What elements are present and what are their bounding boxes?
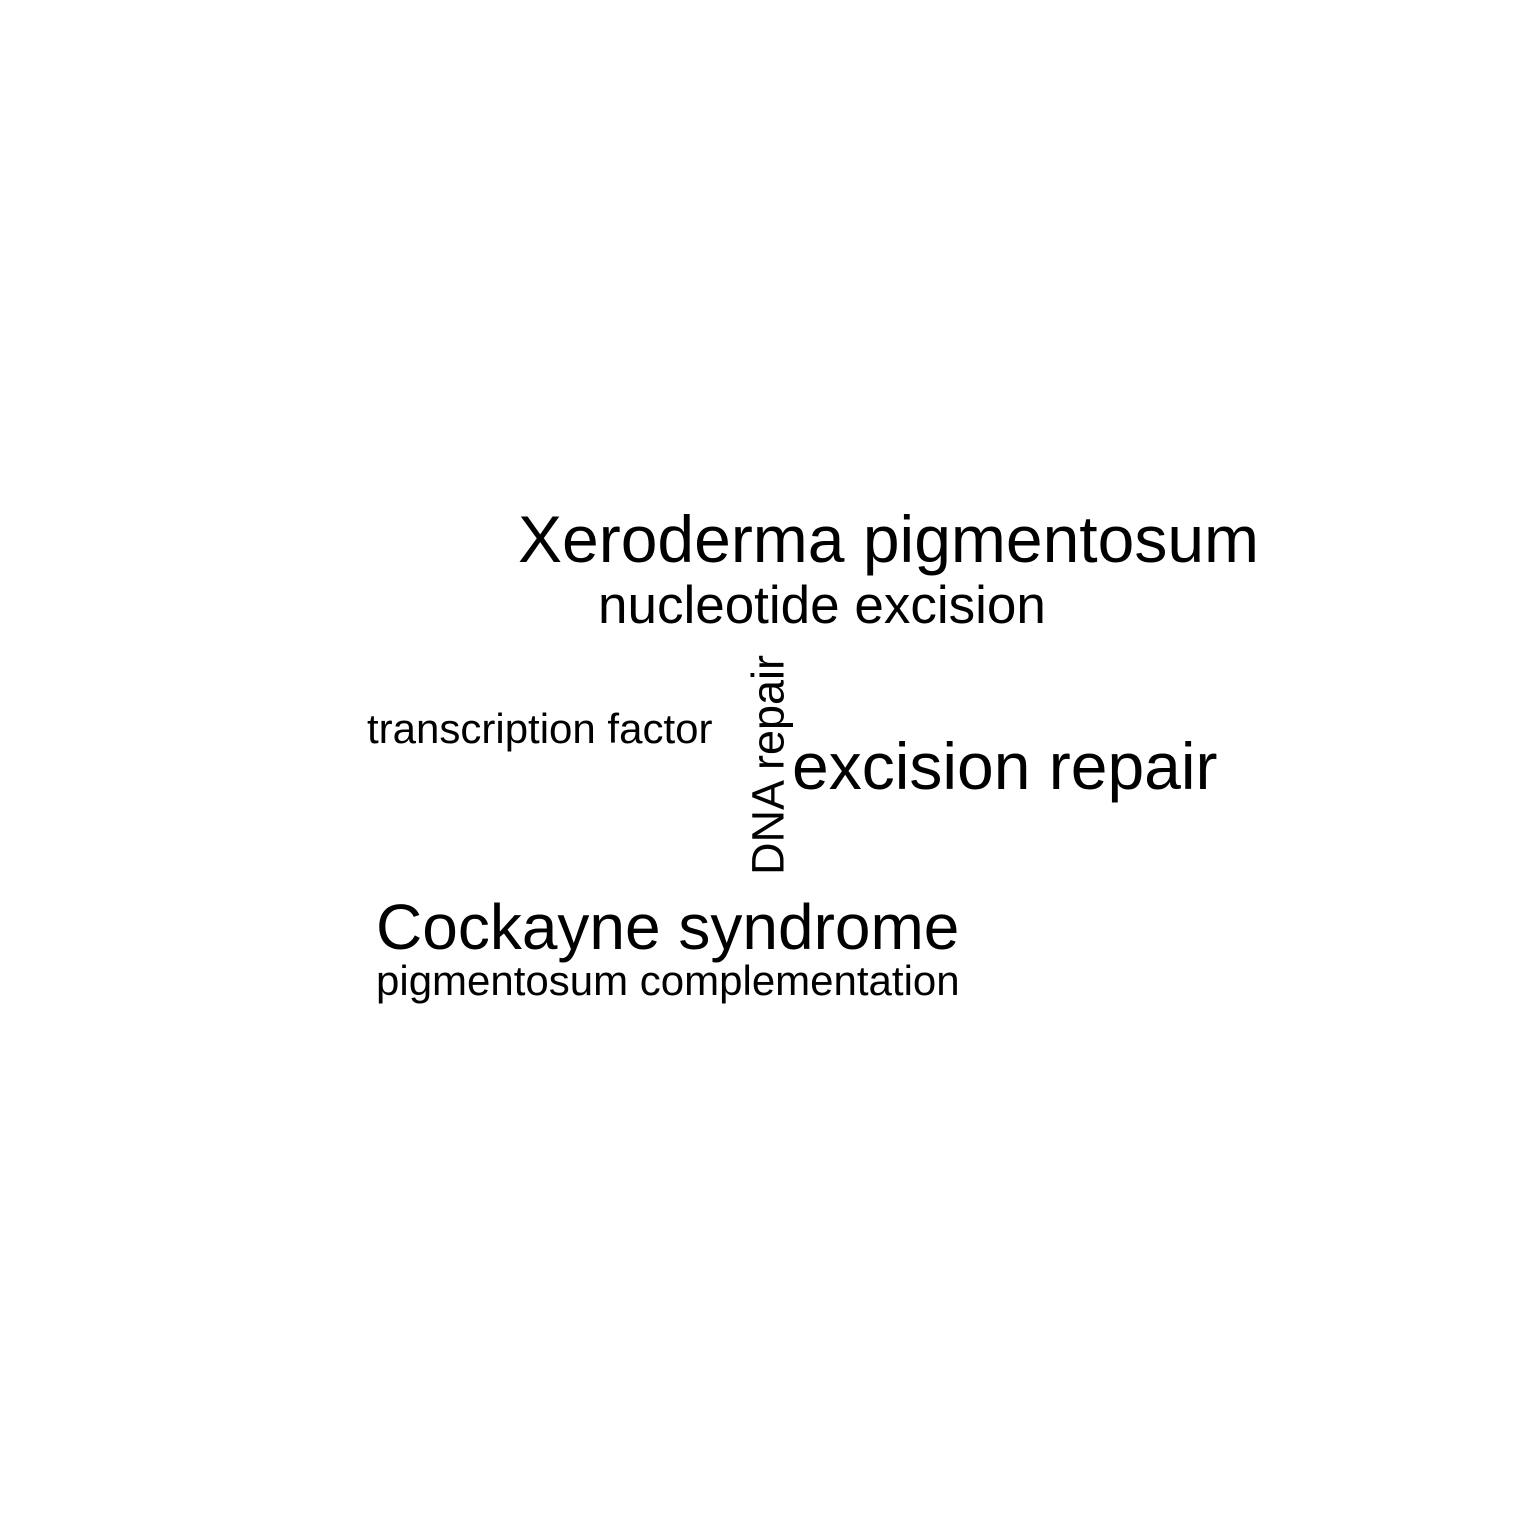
word-cockayne-syndrome: Cockayne syndrome — [376, 891, 960, 963]
word-pigmentosum-complementation: pigmentosum complementation — [376, 957, 960, 1004]
word-xeroderma-pigmentosum: Xeroderma pigmentosum — [518, 502, 1260, 576]
word-transcription-factor: transcription factor — [367, 705, 713, 752]
word-excision-repair: excision repair — [792, 729, 1218, 803]
word-nucleotide-excision: nucleotide excision — [598, 576, 1046, 635]
word-dna-repair: DNA repair — [742, 654, 794, 876]
